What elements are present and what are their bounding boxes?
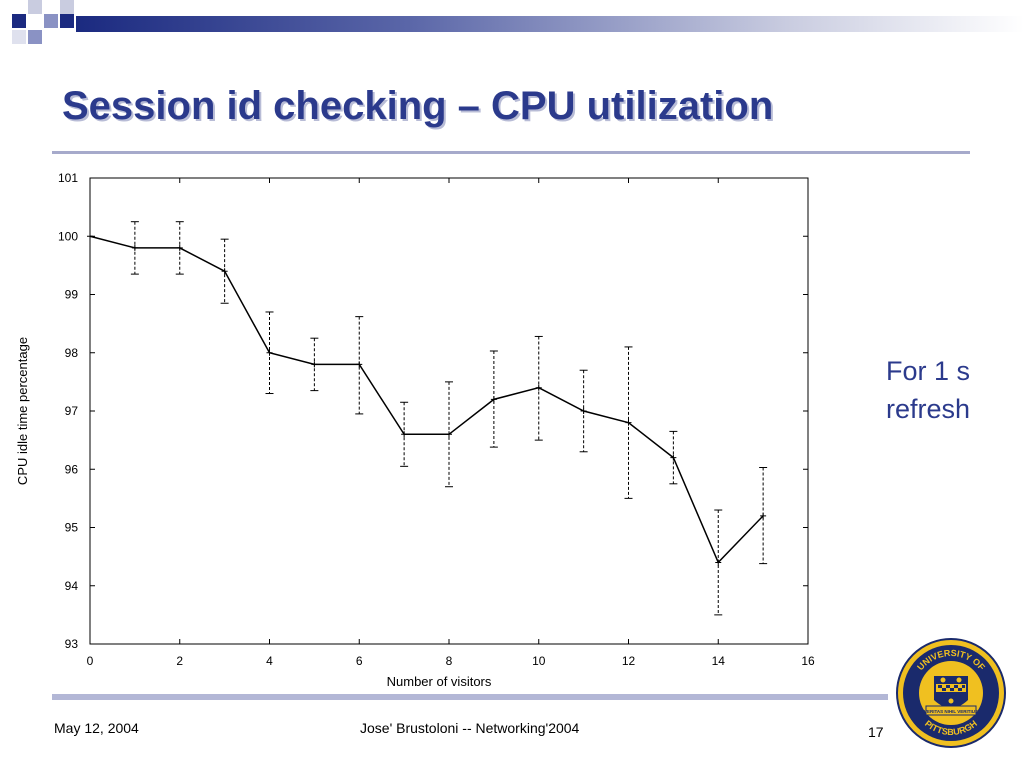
plot-frame bbox=[89, 177, 809, 645]
data-point bbox=[535, 384, 542, 391]
data-point bbox=[356, 361, 363, 368]
data-point bbox=[311, 361, 318, 368]
side-note-line-2: refresh bbox=[885, 394, 970, 424]
x-tick-label: 10 bbox=[532, 654, 546, 668]
data-point bbox=[580, 408, 587, 414]
y-tick-label: 94 bbox=[65, 579, 79, 593]
y-tick-label: 93 bbox=[65, 637, 79, 651]
y-tick-label: 101 bbox=[58, 171, 78, 185]
y-tick-label: 100 bbox=[58, 229, 78, 243]
data-point bbox=[446, 431, 452, 438]
data-point bbox=[221, 268, 228, 275]
y-tick-label: 96 bbox=[65, 462, 79, 476]
x-tick-label: 14 bbox=[712, 654, 726, 668]
header-gradient-bar bbox=[76, 16, 1024, 32]
x-tick-label: 0 bbox=[87, 654, 94, 668]
x-tick-label: 2 bbox=[176, 654, 183, 668]
data-point bbox=[670, 454, 677, 461]
corner-decoration bbox=[12, 0, 74, 44]
slide-number: 17 bbox=[868, 724, 884, 740]
data-point bbox=[87, 233, 93, 240]
title-divider bbox=[52, 151, 970, 154]
side-note: For 1 s refresh bbox=[846, 352, 970, 428]
x-tick-label: 6 bbox=[356, 654, 363, 668]
footer-date: May 12, 2004 bbox=[54, 720, 139, 736]
university-logo: VERITAS NIHIL VERITIUS UNIVERSITY OF PIT… bbox=[896, 638, 1006, 748]
logo-banner-text: VERITAS NIHIL VERITIUS bbox=[924, 709, 978, 714]
data-point bbox=[176, 244, 183, 251]
data-point bbox=[266, 349, 273, 356]
y-axis-label: CPU idle time percentage bbox=[15, 337, 30, 485]
footer-divider bbox=[52, 694, 888, 700]
data-point bbox=[401, 431, 408, 438]
data-point bbox=[760, 512, 767, 519]
x-tick-label: 8 bbox=[446, 654, 453, 668]
x-axis-label: Number of visitors bbox=[387, 674, 492, 689]
y-tick-label: 95 bbox=[65, 521, 79, 535]
cpu-idle-chart: 93 94 95 96 97 98 99 100 101 0 2 4 6 8 10 12 14 16 Numbe… bbox=[15, 171, 815, 689]
slide-title: Session id checking – CPU utilization bbox=[62, 84, 774, 128]
footer-author-conference: Jose' Brustoloni -- Networking'2004 bbox=[360, 720, 580, 736]
y-tick-label: 97 bbox=[65, 404, 79, 418]
side-note-line-1: For 1 s bbox=[885, 356, 970, 386]
x-tick-label: 16 bbox=[801, 654, 815, 668]
data-point bbox=[715, 559, 722, 566]
y-tick-label: 98 bbox=[65, 346, 79, 360]
y-tick-label: 99 bbox=[65, 288, 79, 302]
x-tick-label: 12 bbox=[622, 654, 636, 668]
x-tick-label: 4 bbox=[266, 654, 273, 668]
data-point bbox=[131, 244, 138, 251]
data-point bbox=[625, 419, 632, 426]
data-point bbox=[490, 396, 497, 403]
series-line bbox=[89, 235, 764, 564]
